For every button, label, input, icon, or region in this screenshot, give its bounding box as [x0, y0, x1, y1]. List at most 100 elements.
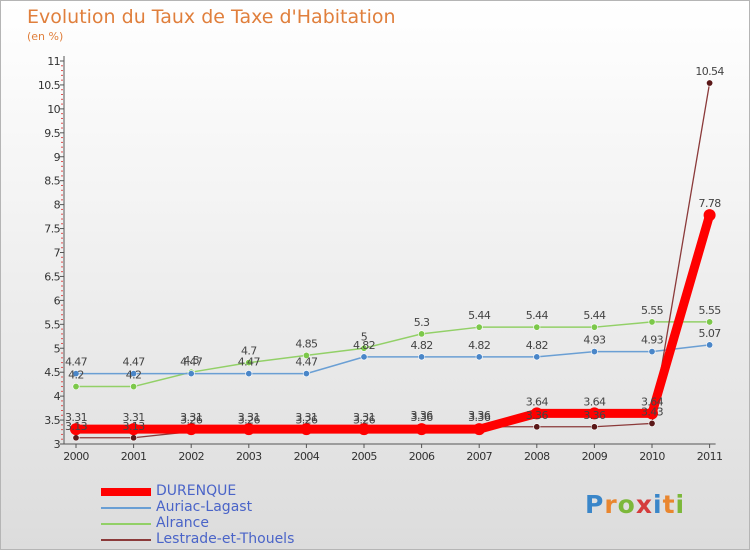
data-point	[703, 209, 716, 222]
y-tick-label: 10.5	[38, 79, 61, 92]
data-label: 4.47	[65, 356, 88, 369]
x-tick-label: 2009	[582, 450, 608, 463]
data-point	[302, 351, 310, 359]
data-point	[130, 383, 138, 391]
logo-letter: o	[617, 490, 636, 519]
data-point	[418, 330, 426, 338]
data-point	[706, 318, 714, 326]
series-line	[75, 321, 711, 388]
data-label: 5	[361, 330, 368, 343]
x-tick-label: 2011	[697, 450, 723, 463]
data-label: 3.31	[180, 411, 202, 424]
data-label: 3.31	[353, 411, 375, 424]
data-point	[130, 434, 138, 442]
data-label: 4.47	[123, 356, 146, 369]
data-label: 4.82	[468, 339, 490, 352]
x-tick-label: 2001	[121, 450, 147, 463]
data-label: 5.55	[699, 304, 722, 317]
legend-swatch	[101, 488, 151, 496]
data-label: 4.82	[353, 339, 375, 352]
y-tick-label: 5.5	[44, 318, 60, 331]
data-label: 5.44	[583, 309, 606, 322]
series-line	[71, 210, 715, 434]
data-point	[418, 353, 426, 361]
logo-letter: x	[635, 490, 653, 519]
data-label: 3.26	[295, 414, 318, 427]
data-label: 4.47	[295, 356, 318, 369]
data-label: 4.85	[295, 337, 318, 350]
data-point	[590, 323, 598, 331]
legend-label: Alrance	[156, 515, 209, 531]
data-point	[185, 423, 198, 436]
data-label: 3.36	[411, 411, 434, 424]
y-tick-label: 6.5	[44, 270, 60, 283]
y-tick-label: 3.5	[44, 414, 60, 427]
data-point	[358, 423, 370, 436]
data-label: 4.82	[411, 339, 433, 352]
legend-label: DURENQUE	[156, 483, 237, 499]
data-point	[300, 423, 313, 436]
data-label: 4.82	[526, 339, 548, 352]
series-line	[75, 344, 711, 375]
y-tick-label: 8.5	[44, 175, 60, 188]
y-tick-label: 7	[54, 247, 61, 260]
x-tick-label: 2008	[524, 450, 550, 463]
proxiti-logo: Proxiti	[585, 490, 685, 519]
logo-letter: P	[585, 490, 605, 519]
y-tick-label: 11	[47, 55, 60, 68]
chart-title: Evolution du Taux de Taxe d'Habitation	[27, 6, 396, 28]
x-tick-label: 2005	[351, 450, 377, 463]
x-tick-label: 2007	[466, 450, 492, 463]
data-label: 3.13	[65, 420, 88, 433]
data-point	[415, 423, 428, 436]
data-label: 3.36	[583, 409, 606, 422]
data-label: 7.78	[699, 197, 722, 210]
y-tick-label: 4.5	[44, 366, 60, 379]
data-point	[475, 323, 483, 331]
data-point	[648, 348, 656, 356]
x-tick-label: 2003	[236, 450, 262, 463]
data-point	[530, 407, 543, 420]
legend-swatch	[101, 523, 151, 525]
y-tick-label: 9	[54, 151, 61, 164]
data-label: 5.55	[641, 304, 664, 317]
data-label: 5.44	[526, 309, 549, 322]
logo-letter: i	[653, 490, 663, 519]
data-label: 3.64	[526, 395, 549, 408]
data-point	[533, 353, 541, 361]
y-tick-label: 8	[54, 199, 61, 212]
data-point	[588, 407, 601, 420]
data-label: 5.07	[699, 327, 722, 340]
logo-letter: t	[662, 490, 676, 519]
legend-swatch	[101, 539, 151, 541]
data-point	[72, 434, 80, 442]
data-point	[72, 370, 80, 378]
data-point	[646, 407, 658, 420]
data-point	[590, 423, 598, 431]
chart-unit-label: (en %)	[27, 30, 64, 43]
y-tick-label: 3	[54, 438, 61, 451]
data-point	[245, 370, 253, 378]
data-label: 3.31	[238, 411, 260, 424]
data-label: 3.31	[123, 411, 145, 424]
y-tick-label: 9.5	[44, 127, 60, 140]
y-tick-label: 5	[54, 342, 61, 355]
x-tick-label: 2004	[294, 450, 320, 463]
y-tick-label: 10	[47, 103, 60, 116]
logo-letter: r	[604, 490, 618, 519]
data-label: 3.26	[238, 414, 261, 427]
y-tick-label: 6	[54, 294, 61, 307]
data-label: 3.64	[583, 395, 606, 408]
y-tick-label: 4	[54, 390, 61, 403]
data-label: 3.36	[468, 409, 491, 422]
data-label: 4.2	[68, 369, 84, 382]
data-label: 3.43	[641, 405, 664, 418]
data-point	[648, 419, 656, 427]
data-point	[648, 318, 656, 326]
y-tick-label: 7.5	[44, 223, 60, 236]
data-label: 4.47	[180, 356, 203, 369]
data-point	[706, 79, 714, 87]
data-point	[245, 359, 253, 367]
